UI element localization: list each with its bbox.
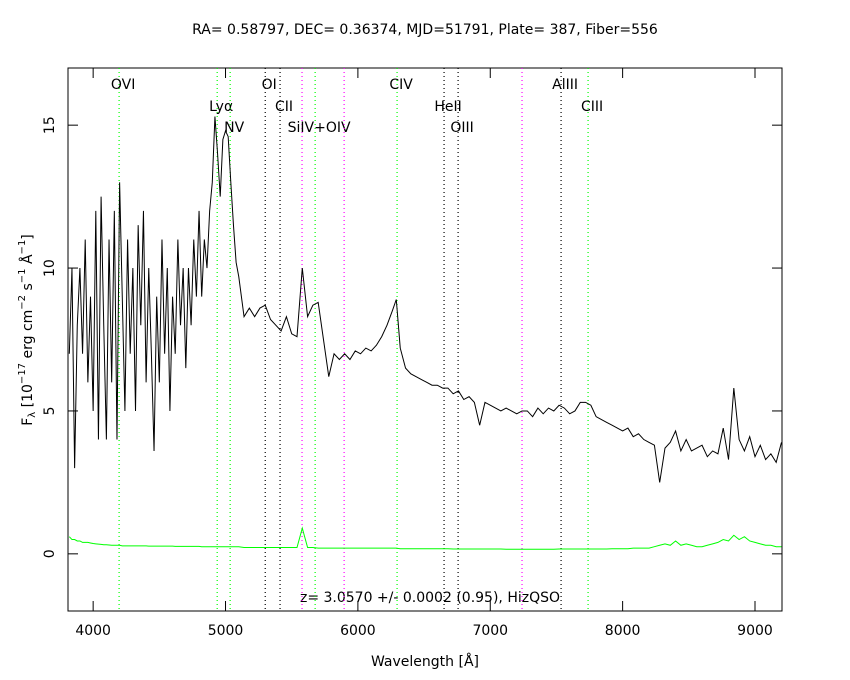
line-label: CII bbox=[275, 99, 293, 115]
y-label-part: −1 bbox=[17, 240, 28, 255]
y-label-part: −1 bbox=[17, 268, 28, 283]
y-label-part: Å bbox=[19, 254, 36, 268]
y-label-part: λ bbox=[27, 412, 38, 418]
y-label-part: ] bbox=[20, 234, 36, 239]
series-line bbox=[68, 526, 782, 550]
line-label: NV bbox=[224, 120, 244, 136]
x-axis-label: Wavelength [Å] bbox=[371, 653, 479, 670]
y-tick-label: 15 bbox=[42, 116, 58, 134]
line-label: CIII bbox=[581, 99, 603, 115]
line-label: Lyα bbox=[209, 99, 233, 115]
line-label: SiIV+OIV bbox=[288, 120, 351, 136]
line-label: OI bbox=[262, 77, 277, 93]
x-tick-label: 7000 bbox=[472, 623, 508, 639]
y-label-part: erg cm bbox=[20, 310, 36, 363]
line-label: OIII bbox=[450, 120, 473, 136]
chart-title: RA= 0.58797, DEC= 0.36374, MJD=51791, Pl… bbox=[192, 22, 658, 38]
y-label-part: [10 bbox=[20, 384, 36, 412]
x-tick-label: 6000 bbox=[340, 623, 376, 639]
line-label: CIV bbox=[389, 77, 413, 93]
x-tick-label: 5000 bbox=[208, 623, 244, 639]
x-tick-label: 8000 bbox=[605, 623, 641, 639]
y-axis-label: Fλ [10−17 erg cm−2 s−1 Å−1] bbox=[17, 234, 38, 426]
x-tick-label: 4000 bbox=[75, 623, 111, 639]
y-label-part: s bbox=[20, 283, 36, 295]
y-label-part: −2 bbox=[17, 295, 28, 310]
line-label: AlIII bbox=[552, 77, 578, 93]
line-label: HeII bbox=[434, 99, 461, 115]
plot-frame bbox=[67, 67, 783, 612]
x-tick-label: 9000 bbox=[737, 623, 773, 639]
y-label-part: F bbox=[20, 418, 36, 426]
y-tick-label: 5 bbox=[42, 406, 58, 415]
y-tick-label: 0 bbox=[42, 549, 58, 558]
series-line bbox=[68, 116, 782, 483]
y-tick-label: 10 bbox=[42, 259, 58, 277]
annotation: z= 3.0570 +/- 0.0002 (0.95), HizQSO bbox=[300, 590, 560, 606]
line-label: OVI bbox=[111, 77, 135, 93]
y-label-part: −17 bbox=[17, 363, 28, 384]
